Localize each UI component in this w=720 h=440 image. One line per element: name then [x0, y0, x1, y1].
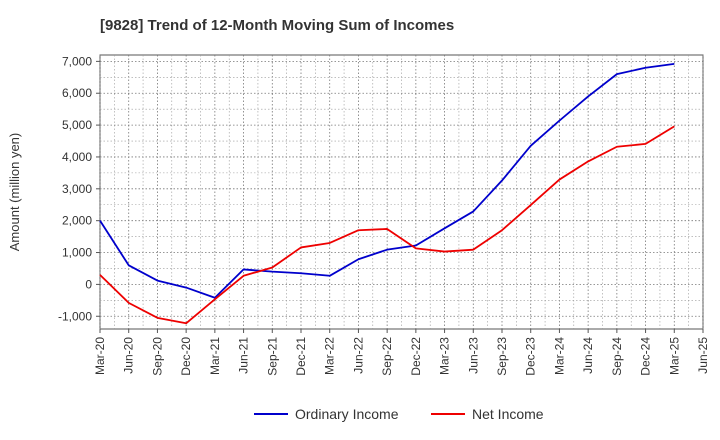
y-axis-label: Amount (million yen)	[7, 133, 22, 252]
y-tick-label: 6,000	[62, 86, 92, 100]
y-tick-label: -1,000	[58, 309, 92, 323]
x-tick-label: Sep-21	[265, 337, 279, 376]
x-tick-label: Jun-24	[581, 337, 595, 374]
y-tick-label: 4,000	[62, 150, 92, 164]
x-tick-label: Dec-20	[179, 337, 193, 376]
x-tick-label: Mar-21	[208, 337, 222, 375]
x-tick-label: Dec-24	[639, 337, 653, 376]
y-tick-label: 5,000	[62, 118, 92, 132]
x-tick-label: Mar-22	[323, 337, 337, 375]
x-tick-label: Dec-21	[294, 337, 308, 376]
x-tick-label: Sep-22	[380, 337, 394, 376]
y-tick-label: 7,000	[62, 54, 92, 68]
x-tick-label: Mar-23	[438, 337, 452, 375]
x-tick-label: Dec-22	[409, 337, 423, 376]
x-tick-label: Mar-25	[667, 337, 681, 375]
x-tick-label: Jun-20	[122, 337, 136, 374]
chart-title: [9828] Trend of 12-Month Moving Sum of I…	[100, 17, 454, 34]
y-tick-label: 3,000	[62, 182, 92, 196]
x-tick-label: Dec-23	[524, 337, 538, 376]
series-line-ordinary-income	[99, 63, 675, 299]
legend-label: Net Income	[472, 406, 544, 422]
y-axis: -1,000 0 1,000 2,000 3,000 4,000 5,000 6,000 7,0…	[58, 54, 100, 323]
x-axis: Mar-20 Jun-20 Sep-20 Dec-20 Mar-21 Jun-21 Sep-…	[93, 329, 710, 376]
x-tick-label: Mar-24	[552, 337, 566, 375]
x-tick-label: Sep-23	[495, 337, 509, 376]
y-tick-label: 0	[85, 277, 92, 291]
y-tick-label: 2,000	[62, 214, 92, 228]
x-tick-label: Mar-20	[93, 337, 107, 375]
x-tick-label: Sep-20	[150, 337, 164, 376]
x-tick-label: Jun-22	[351, 337, 365, 374]
x-tick-label: Sep-24	[610, 337, 624, 376]
grid-lines	[99, 55, 704, 329]
series-line-net-income	[99, 125, 675, 325]
legend: Ordinary Income Net Income	[254, 406, 544, 422]
y-tick-label: 1,000	[62, 246, 92, 260]
series-lines	[99, 63, 675, 325]
x-tick-label: Jun-21	[237, 337, 251, 374]
legend-label: Ordinary Income	[295, 406, 399, 422]
x-tick-label: Jun-25	[696, 337, 710, 374]
x-tick-label: Jun-23	[466, 337, 480, 374]
